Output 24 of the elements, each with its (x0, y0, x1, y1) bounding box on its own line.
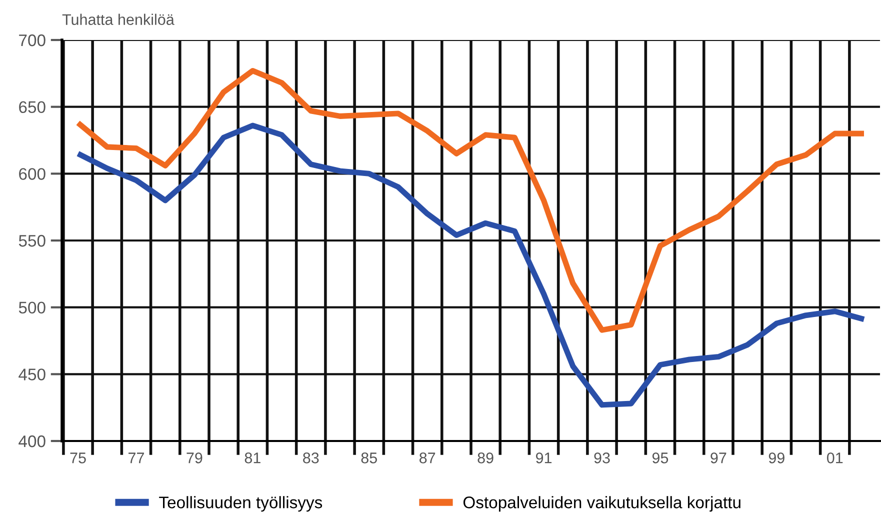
y-tick-label: 700 (19, 34, 46, 46)
x-tick-label: 93 (594, 452, 610, 464)
x-tick-label: 83 (303, 452, 319, 464)
x-tick-label: 85 (361, 452, 377, 464)
legend-label: Ostopalveluiden vaikutuksella korjattu (463, 496, 740, 512)
legend-label: Teollisuuden työllisyys (159, 496, 322, 512)
x-tick-label: 99 (768, 452, 784, 464)
y-tick-label: 450 (18, 368, 46, 380)
x-tick-label: 95 (652, 452, 668, 464)
y-tick-label: 500 (18, 302, 46, 314)
x-tick-label: 89 (478, 452, 494, 464)
x-tick-label: 97 (710, 452, 726, 464)
x-tick-label: 75 (70, 452, 86, 464)
y-axis-title: Tuhatta henkilöä (62, 14, 174, 25)
x-tick-label: 81 (244, 452, 260, 464)
x-tick-label: 01 (826, 452, 843, 464)
y-tick-label: 400 (18, 435, 46, 448)
y-tick-label: 550 (18, 234, 46, 247)
y-tick-label: 650 (19, 101, 46, 114)
x-tick-label: 79 (186, 452, 202, 464)
x-tick-label: 87 (420, 452, 436, 464)
x-tick-label: 91 (536, 452, 552, 464)
y-tick-label: 600 (19, 168, 46, 180)
x-tick-label: 77 (128, 452, 144, 464)
